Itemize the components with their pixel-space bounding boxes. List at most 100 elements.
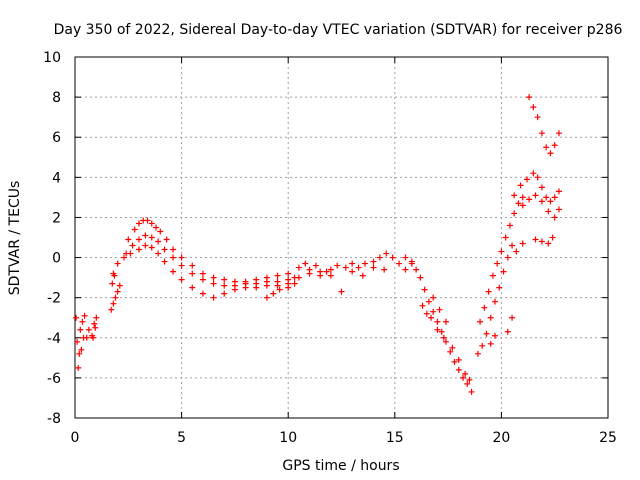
data-point (355, 264, 362, 271)
data-point (492, 332, 499, 339)
data-point (221, 282, 228, 289)
data-point (451, 358, 458, 365)
data-point (90, 334, 97, 341)
data-point (178, 254, 185, 261)
y-axis-label: SDTVAR / TECUs (7, 181, 23, 296)
data-point (108, 306, 115, 313)
data-point (423, 310, 430, 317)
data-point (447, 348, 454, 355)
data-point (291, 280, 298, 287)
data-point (421, 286, 428, 293)
data-point (242, 284, 249, 291)
data-point (285, 270, 292, 277)
data-point (434, 318, 441, 325)
data-point (127, 250, 134, 257)
data-point (274, 282, 281, 289)
data-point (110, 300, 117, 307)
data-point (129, 242, 136, 249)
data-point (494, 260, 501, 267)
data-point (327, 272, 334, 279)
data-point (440, 334, 447, 341)
data-point (413, 266, 420, 273)
data-point (466, 376, 473, 383)
data-point (142, 232, 149, 239)
x-axis-label: GPS time / hours (282, 458, 399, 474)
data-point (170, 246, 177, 253)
data-point (517, 182, 524, 189)
data-point (253, 284, 260, 291)
data-point (434, 326, 441, 333)
data-point (509, 314, 516, 321)
data-point (189, 262, 196, 269)
data-point (93, 314, 100, 321)
data-point (543, 144, 550, 151)
x-tick-labels: 0 5 10 15 20 25 (71, 430, 617, 446)
data-point (312, 262, 319, 269)
data-point (263, 282, 270, 289)
data-point (349, 268, 356, 275)
series-midday (263, 250, 415, 301)
y-tick-labels: -8 -6 -4 -2 0 2 4 6 8 10 (43, 50, 61, 427)
data-point (523, 176, 530, 183)
data-point (276, 286, 283, 293)
chart-title: Day 350 of 2022, Sidereal Day-to-day VTE… (54, 22, 623, 38)
data-point (492, 298, 499, 305)
data-point (442, 338, 449, 345)
data-point (402, 254, 409, 261)
data-point (157, 228, 164, 235)
data-point (534, 114, 541, 121)
grid-lines (75, 57, 608, 418)
y-tick-label: -8 (47, 411, 61, 427)
data-point (153, 224, 160, 231)
data-point (114, 260, 121, 267)
data-point (210, 294, 217, 301)
data-point (114, 288, 121, 295)
series-afternoon-descent (402, 254, 475, 395)
data-point (555, 188, 562, 195)
data-point (551, 214, 558, 221)
data-point (349, 260, 356, 267)
data-point (285, 280, 292, 287)
data-point (381, 266, 388, 273)
data-point (370, 258, 377, 265)
data-point (121, 254, 128, 261)
data-point (530, 170, 537, 177)
data-point (338, 288, 345, 295)
data-point (389, 254, 396, 261)
series-early-segments (73, 312, 100, 371)
y-tick-label: -4 (47, 331, 61, 347)
data-point (462, 370, 469, 377)
data-point (148, 234, 155, 241)
data-point (408, 258, 415, 265)
data-point (545, 208, 552, 215)
y-tick-label: 4 (52, 170, 61, 186)
data-point (511, 210, 518, 217)
data-point (504, 254, 511, 261)
data-point (511, 192, 518, 199)
data-point (555, 130, 562, 137)
data-point (73, 314, 80, 321)
plot-frame (74, 56, 609, 419)
data-point (487, 314, 494, 321)
axis-ticks (74, 56, 609, 419)
data-point (274, 272, 281, 279)
data-point (295, 274, 302, 281)
data-point (496, 284, 503, 291)
data-point (538, 130, 545, 137)
data-point (111, 272, 118, 279)
x-tick-label: 20 (492, 430, 510, 446)
data-point (449, 344, 456, 351)
data-point (425, 298, 432, 305)
data-point (161, 258, 168, 265)
data-point (189, 284, 196, 291)
data-point (323, 268, 330, 275)
y-tick-label: 10 (43, 50, 61, 66)
data-point (460, 374, 467, 381)
data-point (85, 326, 92, 333)
data-point (370, 264, 377, 271)
data-point (549, 234, 556, 241)
data-point (327, 266, 334, 273)
data-point (342, 264, 349, 271)
data-point (464, 380, 471, 387)
data-point (361, 260, 368, 267)
